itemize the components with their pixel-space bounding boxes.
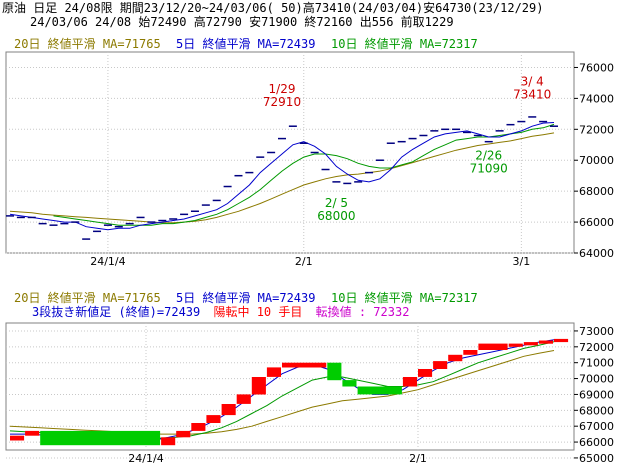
p1-xtick-label: 3/1 <box>513 255 531 268</box>
brick-up <box>448 354 463 362</box>
p2-ytick-label: 71000 <box>579 357 614 370</box>
p1-xtick-label: 24/1/4 <box>90 255 125 268</box>
p2-ytick-label: 68000 <box>579 404 614 417</box>
p2-ytick-label: 67000 <box>579 420 614 433</box>
brick-up <box>206 415 221 423</box>
brick-up <box>266 367 281 377</box>
p2-ytick-label: 69000 <box>579 388 614 401</box>
p2-ytick-label: 66000 <box>579 436 614 449</box>
legend2-ma20: 20日 終値平滑 MA=71765 <box>14 290 161 305</box>
brick-up <box>282 362 327 368</box>
brick-down <box>327 362 342 381</box>
legend-ma20: 20日 終値平滑 MA=71765 <box>14 36 161 51</box>
brick-up <box>523 342 538 346</box>
brick-up <box>161 437 176 446</box>
ma10-line <box>53 123 555 226</box>
brick-up <box>25 430 40 436</box>
annotation-date: 1/29 <box>269 82 296 96</box>
p2-ytick-label: 72000 <box>579 341 614 354</box>
p1-ytick-label: 68000 <box>579 185 614 198</box>
annotation-date: 2/ 5 <box>325 196 348 210</box>
brick-up <box>418 369 433 377</box>
p2-ytick-label: 65000 <box>579 452 614 465</box>
legend2-ma5: 5日 終値平滑 MA=72439 <box>176 290 315 305</box>
p2-ytick-label: 73000 <box>579 325 614 338</box>
break-panel-grid <box>6 323 574 459</box>
p2-xtick-label: 2/1 <box>409 452 427 465</box>
annotation-value: 71090 <box>470 161 508 175</box>
p1-xtick-label: 2/1 <box>295 255 313 268</box>
brick-down <box>342 380 357 387</box>
brick-down <box>357 386 402 395</box>
p1-ytick-label: 72000 <box>579 123 614 136</box>
header-line-1: 原油 日足 24/08限 期間23/12/20~24/03/06( 50)高73… <box>2 1 544 15</box>
candle-panel-moving-averages <box>9 122 555 231</box>
annotation-date: 2/26 <box>475 148 502 162</box>
p1-ytick-label: 70000 <box>579 154 614 167</box>
brick-up <box>236 394 251 404</box>
p1-ytick-label: 74000 <box>579 92 614 105</box>
candle-panel <box>5 51 575 254</box>
brick-down <box>40 430 161 446</box>
p1-ytick-label: 76000 <box>579 61 614 74</box>
brick-up <box>251 377 266 395</box>
annotation-value: 68000 <box>317 209 355 223</box>
brick-up <box>463 350 478 355</box>
candle-panel-grid <box>6 52 574 254</box>
candle-panel-axis: 76000 74000 72000 70000 68000 66000 64000 24/1/… <box>90 61 614 268</box>
legend2-ma10: 10日 終値平滑 MA=72317 <box>331 290 478 305</box>
brick-up <box>191 423 206 431</box>
p2-ytick-label: 70000 <box>579 373 614 386</box>
header-line-2: 24/03/06 24/08 始72490 高72790 安71900 終721… <box>30 15 454 29</box>
p2-xtick-label: 24/1/4 <box>128 452 163 465</box>
break-summary-line: 3段抜き新値足 (終値)=72439 陽転中 10 手目 転換値 : 72332 <box>32 304 409 319</box>
break-panel-axis: 73000 72000 71000 70000 69000 68000 67000 66000… <box>128 325 614 465</box>
annotation-date: 3/ 4 <box>521 75 544 89</box>
brick-up <box>508 343 523 347</box>
brick-up <box>478 343 508 350</box>
annotation-value: 72910 <box>263 95 301 109</box>
candle-panel-price-marks <box>6 116 558 240</box>
annotation-value: 73410 <box>513 88 551 102</box>
ma20-line <box>9 132 555 224</box>
brick-up <box>176 430 191 438</box>
brick-up <box>538 340 553 344</box>
brick-up <box>221 404 236 416</box>
p1-ytick-label: 66000 <box>579 216 614 229</box>
brick-up <box>433 361 448 369</box>
legend-ma5: 5日 終値平滑 MA=72439 <box>176 36 315 51</box>
legend-ma10: 10日 終値平滑 MA=72317 <box>331 36 478 51</box>
p1-ytick-label: 64000 <box>579 247 614 260</box>
break-panel-bricks <box>10 338 569 446</box>
brick-up <box>554 338 569 343</box>
brick-up <box>10 435 25 441</box>
brick-up <box>402 377 417 387</box>
ma5-line <box>9 122 555 231</box>
